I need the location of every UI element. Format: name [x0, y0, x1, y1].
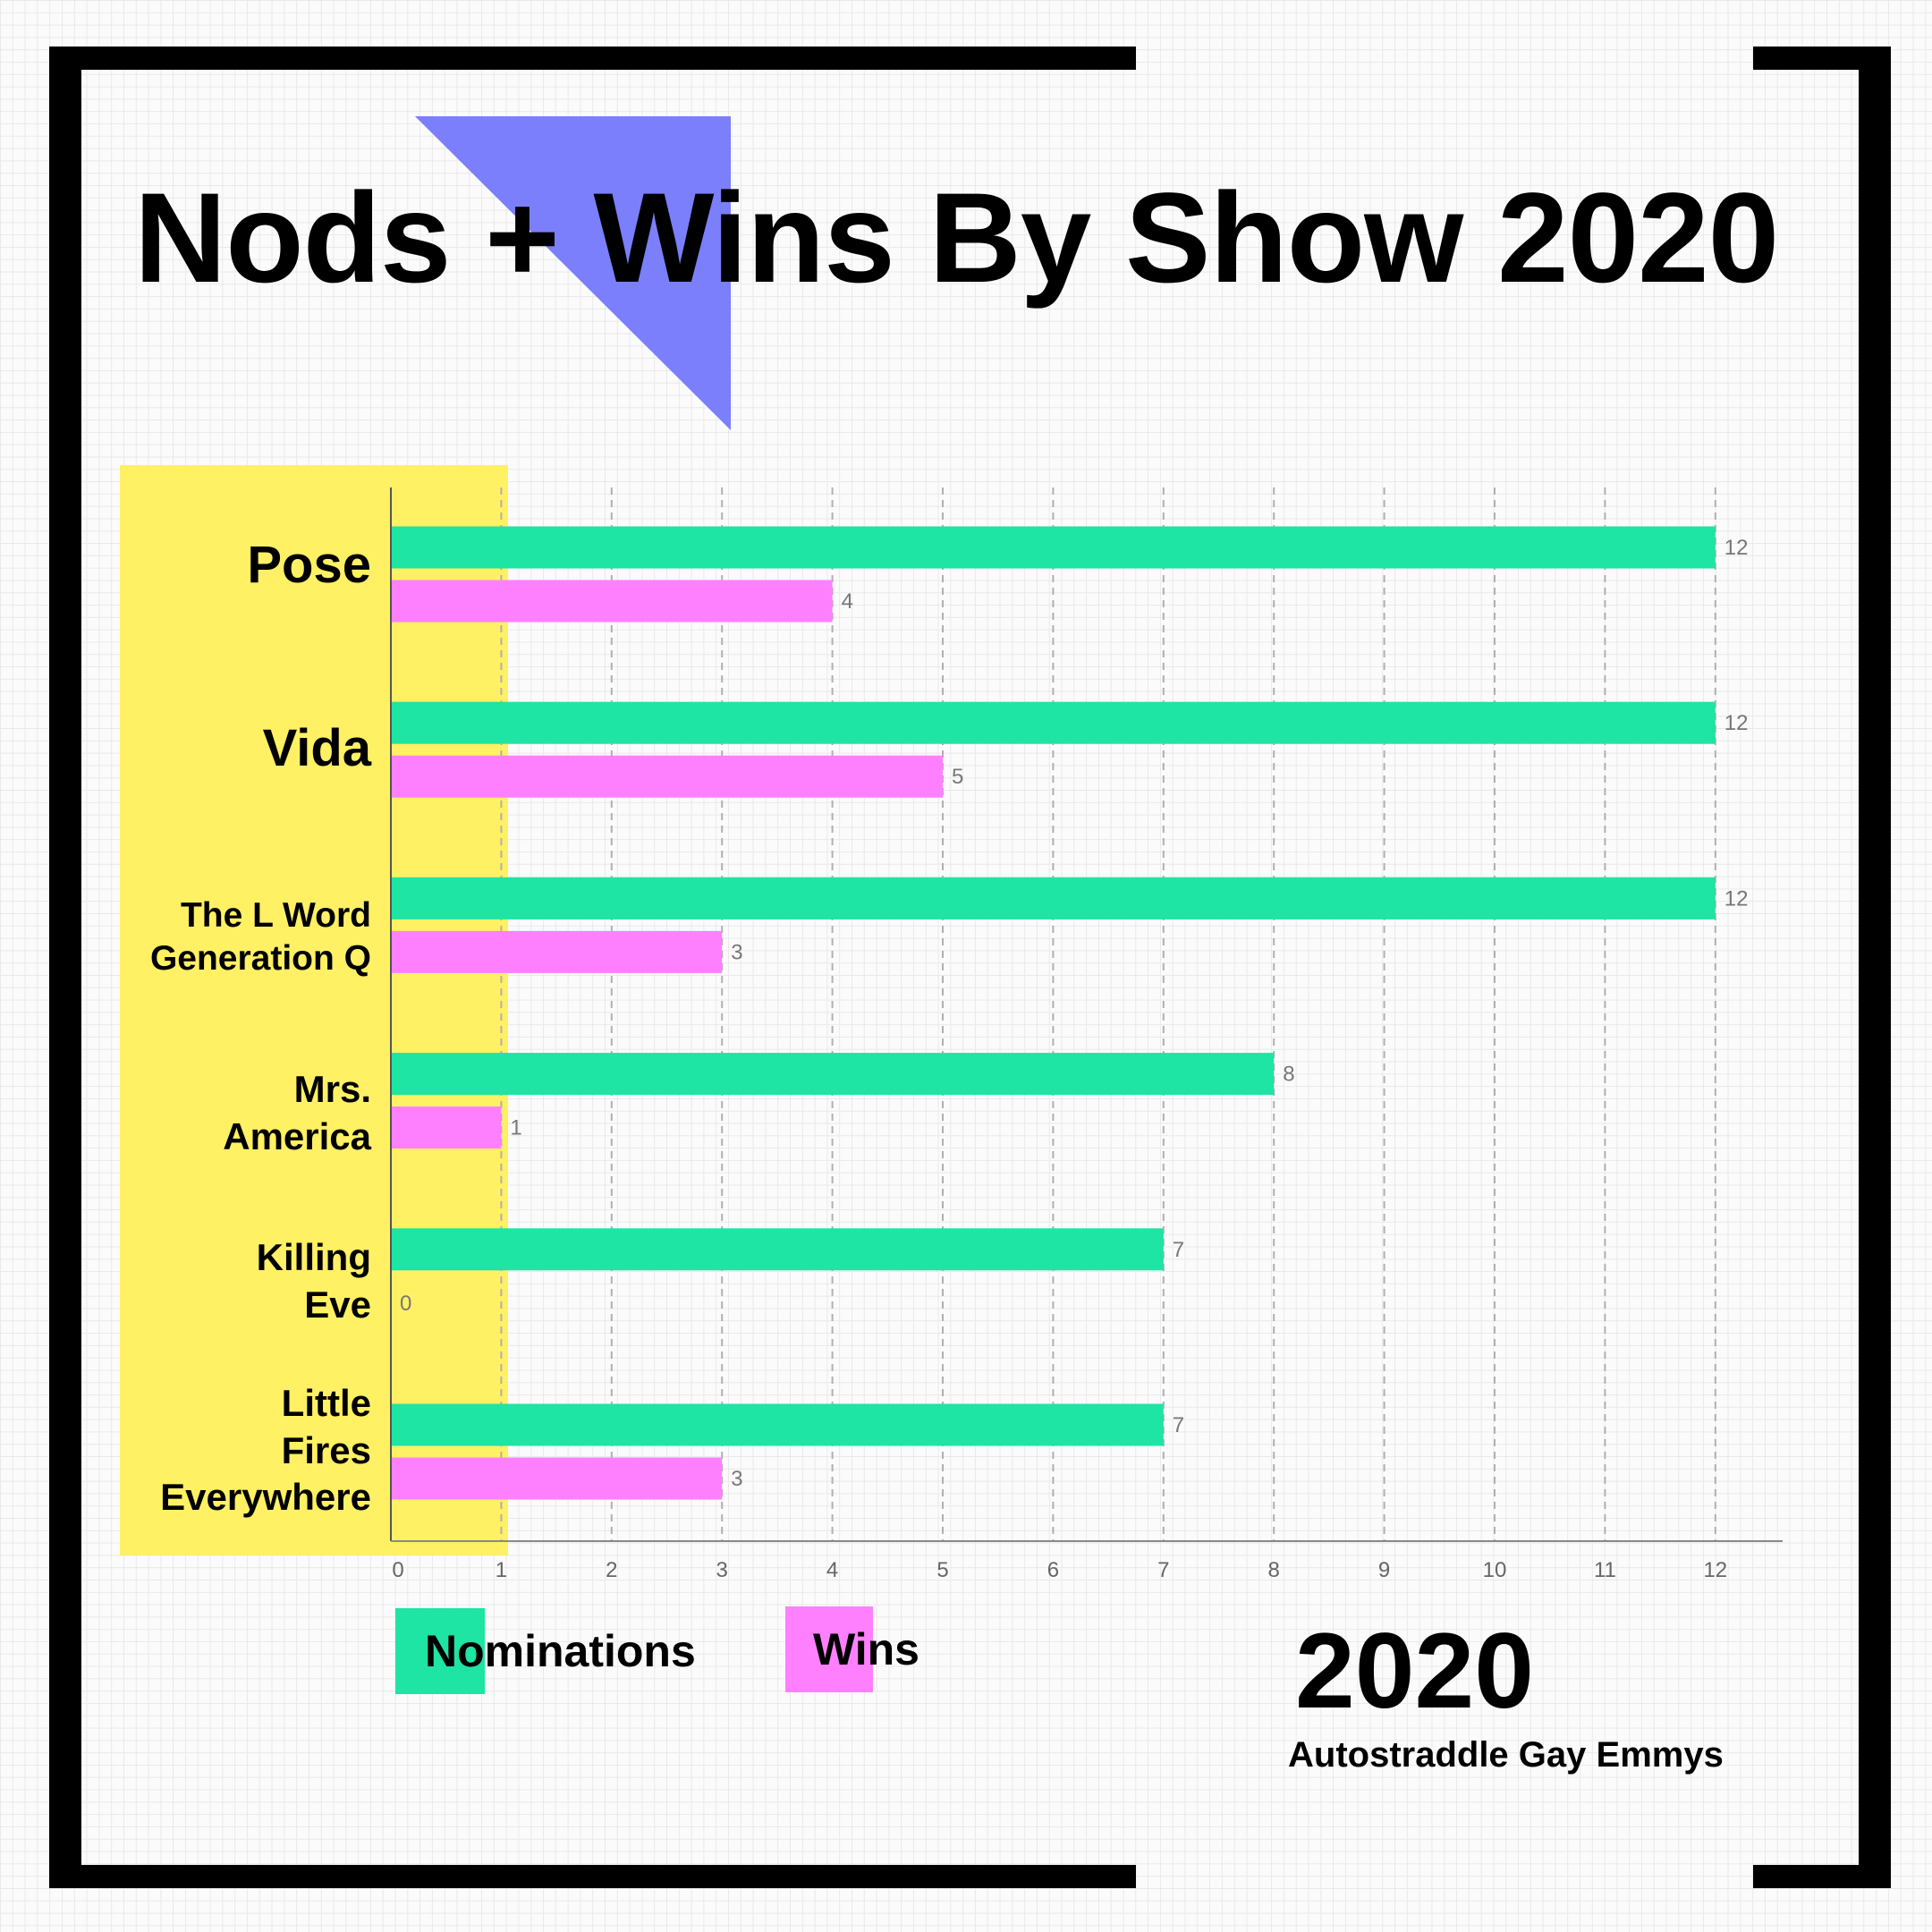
bar-wins — [392, 580, 833, 623]
bar-nominations — [392, 1053, 1275, 1096]
bar-value-label: 7 — [1173, 1413, 1184, 1437]
year-label: 2020 — [1295, 1611, 1534, 1731]
bar-nominations — [392, 1403, 1164, 1446]
x-tick-label: 1 — [496, 1558, 507, 1582]
x-tick-label: 12 — [1703, 1558, 1727, 1582]
category-label: Vida — [262, 719, 371, 777]
decorative-triangle — [415, 116, 731, 430]
frame-right — [1859, 47, 1891, 1888]
legend-label-nominations: Nominations — [425, 1626, 696, 1676]
frame-bottom-right — [1753, 1865, 1891, 1888]
x-tick-label: 7 — [1157, 1558, 1169, 1582]
x-tick-labels: 0 1 2 3 4 5 6 7 8 9 10 11 12 — [392, 1558, 1727, 1582]
bar-wins — [392, 1106, 502, 1149]
x-tick-label: 9 — [1378, 1558, 1390, 1582]
data-labels: 12 4 12 5 12 3 8 1 7 0 7 3 — [400, 536, 1749, 1491]
x-tick-label: 5 — [936, 1558, 948, 1582]
bar-value-label: 3 — [731, 940, 742, 964]
frame-top-left — [49, 47, 1136, 70]
legend-swatch-wins — [785, 1606, 873, 1692]
category-label: Little Fires Everywhere — [160, 1382, 371, 1518]
x-tick-label: 0 — [392, 1558, 403, 1582]
category-highlight-panel — [120, 465, 508, 1555]
bar-value-label: 1 — [510, 1116, 521, 1140]
bar-value-label: 5 — [952, 765, 963, 789]
bar-nominations — [392, 701, 1716, 744]
frame-left — [49, 47, 81, 1888]
chart-title: Nods + Wins By Show 2020 — [134, 167, 1779, 309]
category-label: Pose — [247, 536, 371, 594]
x-tick-label: 10 — [1483, 1558, 1507, 1582]
x-tick-label: 6 — [1047, 1558, 1059, 1582]
frame-bottom-left — [49, 1865, 1136, 1888]
category-label: Mrs. America — [223, 1068, 371, 1157]
bars — [392, 526, 1716, 1500]
bar-wins — [392, 755, 943, 798]
bar-value-label: 12 — [1724, 536, 1749, 560]
subtitle: Autostraddle Gay Emmys — [1288, 1735, 1724, 1775]
bar-value-label: 0 — [400, 1292, 411, 1316]
grid-lines — [500, 487, 1716, 1541]
x-tick-label: 4 — [826, 1558, 838, 1582]
bar-wins — [392, 1457, 723, 1500]
bar-nominations — [392, 877, 1716, 919]
bar-value-label: 7 — [1173, 1238, 1184, 1262]
x-tick-label: 3 — [716, 1558, 728, 1582]
bar-nominations — [392, 1228, 1164, 1271]
bar-wins — [392, 930, 723, 973]
category-label: Killing Eve — [256, 1236, 371, 1326]
bar-value-label: 12 — [1724, 711, 1749, 735]
bar-nominations — [392, 526, 1716, 569]
x-tick-label: 2 — [606, 1558, 617, 1582]
bar-value-label: 4 — [842, 589, 853, 614]
category-label: The L Word Generation Q — [149, 896, 371, 978]
x-tick-label: 8 — [1268, 1558, 1280, 1582]
bar-value-label: 3 — [731, 1467, 742, 1491]
legend-swatch-nominations — [395, 1608, 485, 1694]
bar-value-label: 12 — [1724, 886, 1749, 911]
x-tick-label: 11 — [1594, 1558, 1616, 1582]
bar-value-label: 8 — [1283, 1063, 1294, 1087]
legend-label-wins: Wins — [813, 1624, 919, 1674]
